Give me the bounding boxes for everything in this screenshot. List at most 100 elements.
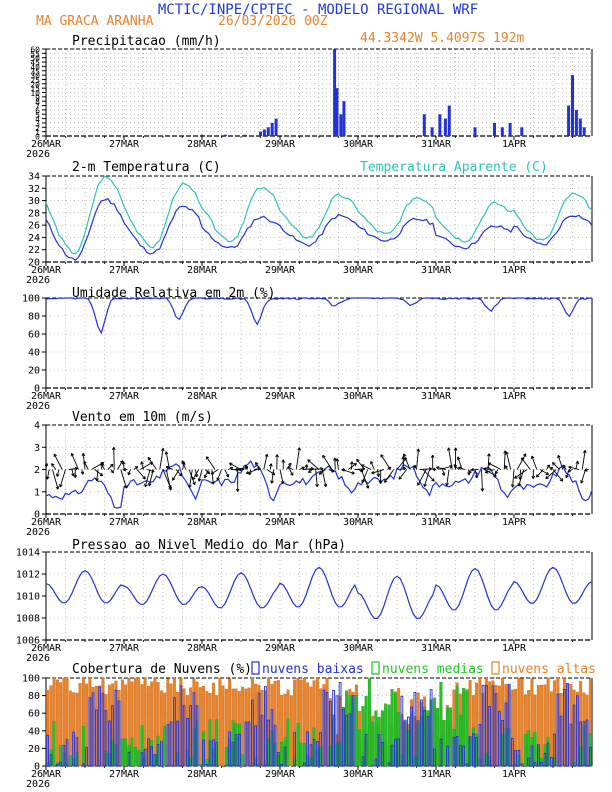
wind-arrow — [165, 466, 173, 470]
cloud-low-bar — [325, 692, 329, 767]
cloud-low-bar — [507, 683, 511, 767]
wind-arrow-head — [474, 474, 479, 479]
cloud-low-bar — [166, 724, 170, 767]
precip-bar — [223, 134, 227, 136]
x-tick-label: 27MAR — [109, 265, 140, 276]
cloud-low-bar — [172, 697, 176, 767]
wind-arrow — [503, 450, 506, 470]
wind-arrow — [318, 469, 326, 475]
cloud-low-bar — [273, 724, 277, 767]
cloud-mid-bar — [198, 764, 202, 767]
cloud-low-bar — [553, 733, 557, 767]
wind-arrow-head — [81, 453, 86, 457]
cloud-low-bar — [546, 742, 550, 767]
wind-arrow-head — [484, 470, 489, 474]
wind-arrow — [512, 469, 515, 488]
wind-arrow-head — [505, 451, 509, 455]
wind-arrow — [487, 453, 490, 470]
y-tick-label: 60 — [28, 709, 40, 720]
cloud-low-bar — [481, 684, 485, 767]
cloud-low-bar — [211, 739, 215, 767]
wind-arrow-head — [456, 456, 461, 460]
cloud-low-bar — [472, 733, 475, 767]
wind-arrow-head — [504, 465, 508, 469]
wind-arrow — [107, 463, 114, 470]
cloud-low-bar — [107, 720, 111, 767]
cloud-low-bar — [579, 721, 583, 767]
cloud-mid-bar — [280, 742, 284, 767]
wind-arrow-head — [203, 474, 208, 479]
cloud-low-bar — [426, 716, 430, 767]
wind-arrow — [181, 460, 187, 470]
wind-arrow — [198, 469, 203, 482]
x-tick-label: 29MAR — [265, 391, 296, 402]
x-tick-label: 30MAR — [343, 139, 374, 150]
cloud-mid-bar — [81, 726, 85, 767]
cloud-low-bar — [433, 748, 436, 767]
cloud-low-bar — [101, 692, 105, 767]
wind-arrow — [384, 469, 395, 483]
cloud-low-bar — [501, 720, 505, 767]
cloud-low-bar — [254, 725, 257, 767]
cloud-high-bar — [153, 677, 157, 767]
wind-arrow-head — [480, 488, 485, 492]
cloud-low-bar — [62, 744, 66, 767]
wind-arrow — [453, 464, 460, 470]
wind-arrow-head — [73, 474, 78, 478]
wind-arrow — [52, 469, 59, 490]
wind-arrow — [51, 463, 57, 470]
wind-arrow-head — [264, 453, 269, 458]
cloud-low-bar — [494, 693, 498, 767]
wind-arrow-head — [297, 447, 301, 451]
wind-title: Vento em 10m (m/s) — [72, 410, 213, 425]
wind-arrow — [341, 469, 355, 474]
precip-bar — [473, 127, 477, 136]
wind-arrow — [488, 462, 502, 470]
header-location: MA GRACA ARANHA — [36, 14, 154, 29]
y-tick-label: 34 — [28, 172, 40, 183]
wind-arrow-head — [320, 467, 324, 471]
wind-arrow-head — [445, 482, 449, 487]
wind-arrow-head — [447, 447, 451, 451]
x-year-label: 2026 — [26, 275, 50, 286]
wind-arrow-head — [111, 446, 116, 451]
wind-arrow — [127, 469, 131, 476]
wind-arrow — [377, 469, 380, 477]
wind-arrow — [83, 461, 89, 470]
cloud-low-bar — [520, 763, 524, 767]
cloud-mid-bar — [523, 734, 527, 767]
wind-arrow — [286, 462, 292, 470]
wind-arrow-head — [458, 466, 462, 470]
cloud-low-bar — [468, 736, 472, 767]
cloud-low-bar — [264, 686, 267, 767]
cloud-high-bar — [218, 677, 222, 767]
temp-title: 2-m Temperatura (C) — [72, 160, 221, 175]
cloud-low-bar — [504, 702, 508, 767]
x-tick-label: 1APR — [502, 139, 527, 150]
wind-arrow-head — [453, 464, 458, 468]
wind-arrow — [481, 469, 483, 492]
cloud-low-bar — [439, 738, 443, 767]
cloud-low-bar — [403, 719, 407, 767]
wind-arrow-head — [205, 456, 210, 460]
y-tick-label: 1012 — [16, 570, 40, 581]
cloud-low-bar — [179, 685, 183, 767]
wind-arrow-head — [275, 454, 279, 458]
temp-line-temperatura — [45, 198, 593, 261]
cloud-low-bar — [114, 689, 118, 767]
cloud-low-bar — [374, 758, 378, 767]
cloud-mid-bar — [358, 729, 362, 767]
cloud-low-bar — [530, 745, 534, 767]
cloud-mid-bar — [52, 721, 56, 767]
y-tick-label: 3 — [35, 119, 40, 128]
cloud-low-bar — [527, 757, 531, 767]
wind-arrow-head — [398, 476, 402, 480]
wind-arrow — [279, 469, 284, 484]
cloud-low-bar — [540, 761, 544, 767]
y-tick-label: 50 — [30, 54, 40, 63]
precip-bar — [443, 118, 447, 136]
cloud-mid-bar — [130, 738, 134, 767]
y-tick-label: 20 — [30, 80, 40, 89]
wind-arrow — [159, 448, 164, 470]
wind-arrow — [307, 459, 320, 470]
